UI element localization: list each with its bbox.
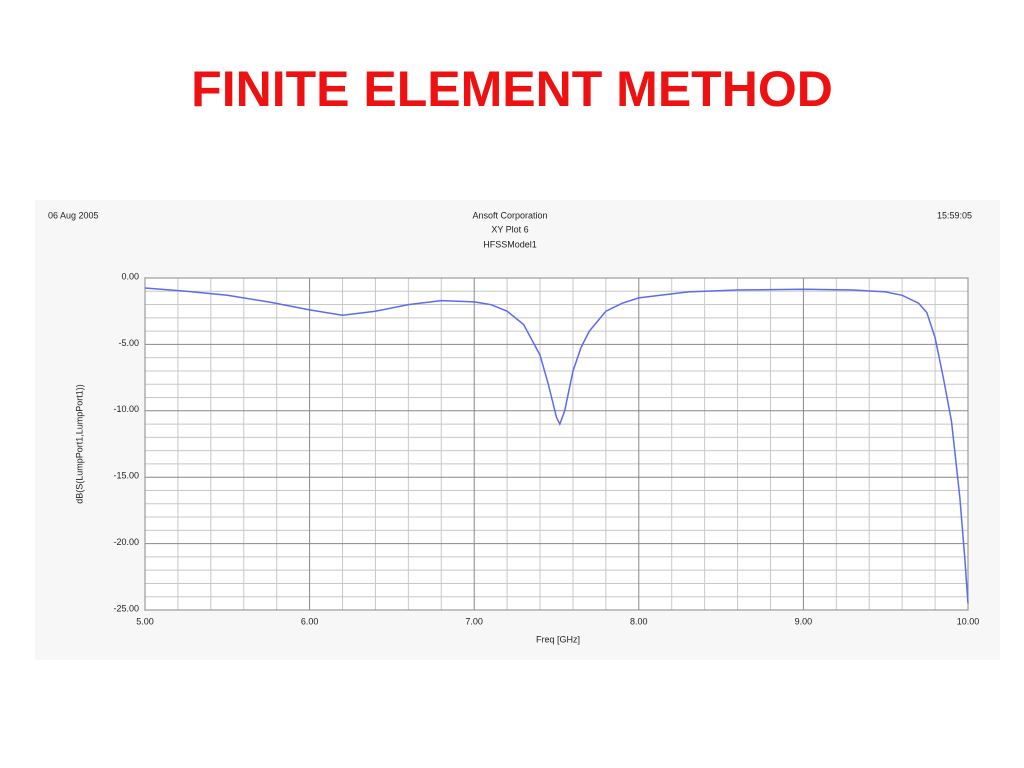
x-axis-label: Freq [GHz] — [536, 634, 580, 644]
x-tick-label: 7.00 — [465, 616, 483, 626]
y-tick-label: -25.00 — [113, 603, 139, 613]
header-time: 15:59:05 — [937, 210, 972, 220]
x-tick-label: 9.00 — [795, 616, 813, 626]
data-line — [144, 287, 969, 604]
y-tick-label: 0.00 — [121, 271, 139, 281]
header-plot-name: XY Plot 6 — [491, 224, 528, 234]
header-company: Ansoft Corporation — [472, 210, 547, 220]
x-tick-label: 10.00 — [957, 616, 980, 626]
y-tick-label: -10.00 — [113, 404, 139, 414]
x-tick-label: 8.00 — [630, 616, 648, 626]
header-date: 06 Aug 2005 — [48, 210, 99, 220]
header-model: HFSSModel1 — [483, 239, 537, 249]
slide-title: FINITE ELEMENT METHOD — [191, 61, 833, 117]
x-tick-label: 6.00 — [301, 616, 319, 626]
x-tick-label: 5.00 — [136, 616, 154, 626]
plot-area — [144, 277, 969, 611]
y-tick-label: -15.00 — [113, 471, 139, 481]
y-axis-label: dB(S(LumpPort1,LumpPort1)) — [74, 384, 84, 504]
y-tick-label: -20.00 — [113, 537, 139, 547]
y-tick-label: -5.00 — [118, 338, 139, 348]
